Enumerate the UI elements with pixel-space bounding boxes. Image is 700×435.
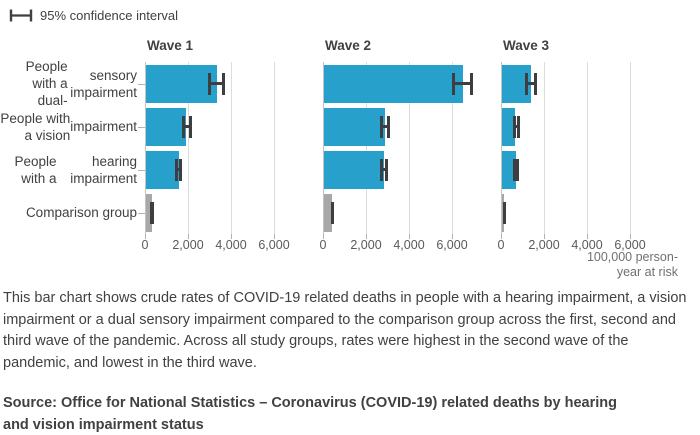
- axis-unit-label: 100,000 person- year at risk: [478, 250, 678, 280]
- legend-label: 95% confidence interval: [40, 8, 179, 23]
- x-tick-label: 6,000: [436, 238, 468, 252]
- x-tick: [188, 234, 189, 239]
- error-bar-cap: [331, 201, 335, 224]
- gridline: [274, 62, 275, 234]
- x-tick: [145, 234, 146, 239]
- error-bar-cap: [222, 72, 226, 95]
- axis-unit-line-1: 100,000 person-: [586, 250, 678, 264]
- error-bar-cap: [387, 115, 390, 138]
- category-label: Comparison group: [25, 205, 137, 220]
- category-tick: [138, 212, 145, 214]
- source-line: Source: Office for National Statistics –…: [3, 395, 617, 433]
- bar: [146, 193, 153, 232]
- error-bar-cap: [502, 201, 506, 224]
- axis-line: [501, 62, 502, 234]
- bar: [324, 107, 385, 146]
- x-tick-label: 2,000: [172, 238, 204, 252]
- bar: [146, 64, 217, 103]
- bar: [146, 107, 187, 146]
- gridline: [630, 62, 631, 234]
- error-bar-cap: [517, 115, 521, 138]
- error-bar-cap: [469, 72, 473, 95]
- error-bar-cap: [534, 72, 538, 95]
- x-tick: [323, 234, 324, 239]
- error-bar-cap: [524, 72, 528, 95]
- gridline: [366, 62, 367, 234]
- bar: [146, 150, 179, 189]
- bar: [324, 64, 463, 103]
- gridline: [452, 62, 453, 234]
- legend: 95% confidence interval: [9, 8, 178, 23]
- error-bar-line: [381, 125, 389, 128]
- x-tick: [274, 234, 275, 239]
- error-bar-cap: [207, 72, 211, 95]
- axis-unit-line-2: year at risk: [616, 265, 678, 279]
- wave-title: Wave 1: [147, 38, 194, 53]
- error-bar-cap: [380, 115, 384, 138]
- error-bar-cap: [188, 115, 192, 138]
- axis-line: [145, 62, 146, 234]
- x-tick: [501, 234, 502, 239]
- error-bar-cap: [515, 158, 519, 181]
- error-bar-cap: [182, 115, 186, 138]
- error-bar-line: [183, 125, 191, 128]
- category-label: People with a hearing impairment: [14, 153, 137, 186]
- x-tick: [231, 234, 232, 239]
- error-bar-line: [208, 82, 225, 85]
- gridline: [188, 62, 189, 234]
- x-tick: [409, 234, 410, 239]
- category-tick: [138, 126, 145, 128]
- category-tick: [138, 169, 145, 171]
- error-bar-line: [380, 168, 388, 171]
- error-bar-icon: [9, 9, 33, 22]
- gridline: [544, 62, 545, 234]
- x-tick-label: 0: [141, 238, 149, 252]
- bar: [324, 150, 385, 189]
- gridline: [409, 62, 410, 234]
- error-bar-cap: [179, 158, 183, 181]
- bar: [502, 107, 516, 146]
- bar: [502, 150, 517, 189]
- gridline: [231, 62, 232, 234]
- error-bar-line: [452, 82, 472, 85]
- x-tick-label: 4,000: [215, 238, 247, 252]
- x-tick-label: 6,000: [614, 238, 646, 252]
- x-tick-label: 4,000: [571, 238, 603, 252]
- category-tick: [138, 83, 145, 85]
- error-bar-cap: [151, 201, 155, 224]
- x-tick-label: 2,000: [528, 238, 560, 252]
- wave-title: Wave 2: [325, 38, 372, 53]
- error-bar-cap: [451, 72, 455, 95]
- x-tick-label: 0: [319, 238, 327, 252]
- axis-line: [323, 62, 324, 234]
- x-tick-label: 2,000: [350, 238, 382, 252]
- error-bar-line: [513, 125, 520, 128]
- x-tick-label: 6,000: [258, 238, 290, 252]
- category-label: People with a vision impairment: [0, 110, 137, 143]
- error-bar-cap: [174, 158, 178, 181]
- error-bar-cap: [513, 158, 517, 181]
- error-bar-cap: [385, 158, 389, 181]
- category-label: People with a dual-sensory impairment: [25, 59, 137, 108]
- error-bar-line: [175, 168, 182, 171]
- wave-title: Wave 3: [503, 38, 550, 53]
- chart-description: This bar chart shows crude rates of COVI…: [3, 290, 687, 371]
- bar: [324, 193, 333, 232]
- x-tick: [452, 234, 453, 239]
- gridline: [587, 62, 588, 234]
- error-bar-line: [525, 82, 537, 85]
- x-tick: [630, 234, 631, 239]
- x-tick-label: 4,000: [393, 238, 425, 252]
- error-bar-cap: [379, 158, 383, 181]
- x-tick: [544, 234, 545, 239]
- x-tick-label: 0: [497, 238, 505, 252]
- error-bar-cap: [512, 115, 516, 138]
- x-tick: [366, 234, 367, 239]
- x-tick: [587, 234, 588, 239]
